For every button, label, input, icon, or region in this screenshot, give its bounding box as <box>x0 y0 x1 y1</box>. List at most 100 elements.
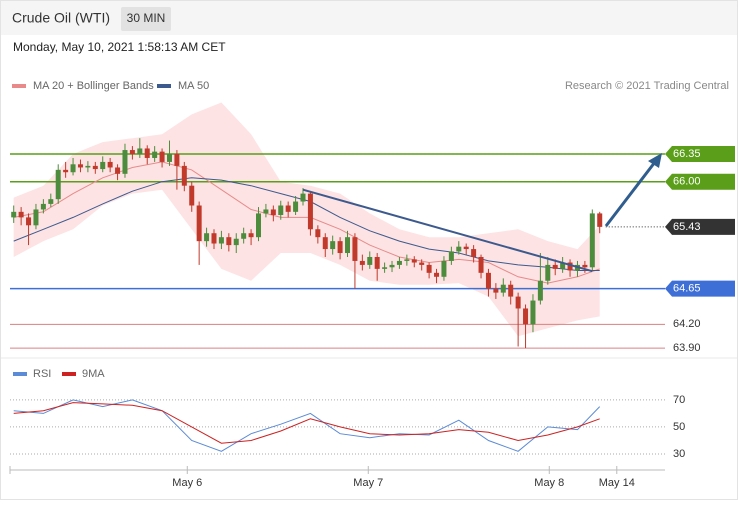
timeframe[interactable]: 30 MIN <box>127 11 166 25</box>
candle-body <box>307 193 313 230</box>
candle-body <box>226 237 232 246</box>
indicator-line <box>13 402 600 444</box>
candle-body <box>330 241 336 250</box>
projection-arrow <box>604 161 657 227</box>
candle-body <box>515 296 521 309</box>
trendline <box>302 188 593 273</box>
credit: Research © 2021 Trading Central <box>565 80 729 92</box>
date: Monday, May 10, 2021 1:58:13 AM CET <box>13 40 226 54</box>
candle-body <box>345 237 351 254</box>
candle-body <box>166 154 172 162</box>
candle-body <box>11 211 17 218</box>
level-tag <box>665 280 735 297</box>
candle-body <box>144 148 150 158</box>
legend-label: MA 50 <box>178 80 209 92</box>
candle-body <box>263 209 269 214</box>
level-label: 66.35 <box>673 148 701 160</box>
level-tag <box>665 173 735 190</box>
header-bar <box>1 1 737 35</box>
candle-body <box>367 256 373 265</box>
candle-body <box>33 209 39 226</box>
candle-body <box>322 237 328 250</box>
legend-swatch <box>13 372 27 376</box>
candle-body <box>337 241 343 254</box>
candle-body <box>77 164 83 168</box>
candle-body <box>315 229 321 238</box>
candle-body <box>300 193 306 202</box>
candle-body <box>255 213 261 238</box>
candle-body <box>174 154 180 166</box>
legend-swatch <box>62 372 76 376</box>
candle-body <box>545 264 551 281</box>
candle-body <box>211 233 217 244</box>
candle-body <box>18 211 24 218</box>
candle-body <box>478 256 484 273</box>
candle-body <box>419 262 425 265</box>
candle-body <box>485 272 491 289</box>
candle-body <box>107 161 113 168</box>
candle-body <box>582 264 588 268</box>
candle-body <box>396 260 402 265</box>
level-label: 64.65 <box>673 283 701 295</box>
candle-body <box>92 165 98 170</box>
x-tick-label: May 7 <box>353 477 383 489</box>
candle-body <box>115 167 121 174</box>
candle-body <box>248 233 254 238</box>
candle-body <box>196 205 202 242</box>
candle-body <box>456 246 462 252</box>
candle-body <box>204 233 210 242</box>
candle-body <box>374 256 380 269</box>
candle-body <box>567 262 573 271</box>
candle-body <box>523 308 529 325</box>
x-tick-label: May 6 <box>172 477 202 489</box>
candle-body <box>530 300 536 325</box>
level-label: 66.00 <box>673 176 701 188</box>
level-tag <box>665 146 735 163</box>
level-label: 64.20 <box>673 318 701 330</box>
candle-body <box>293 201 299 212</box>
candle-body <box>352 237 358 261</box>
candle-body <box>411 259 417 263</box>
y-tick-label: 70 <box>673 394 685 406</box>
candle-body <box>359 260 365 265</box>
candle-body <box>552 264 558 269</box>
candle-body <box>48 199 54 204</box>
candle-body <box>159 151 165 162</box>
legend-swatch <box>12 84 26 88</box>
legend-label: MA 20 + Bollinger Bands <box>33 80 154 92</box>
title: Crude Oil (WTI) <box>12 10 110 26</box>
candle-body <box>85 165 91 168</box>
level-tag <box>665 218 735 235</box>
candle-body <box>152 151 158 158</box>
candle-body <box>434 272 440 277</box>
candle-body <box>181 165 187 186</box>
candle-body <box>241 233 247 239</box>
candle-body <box>448 251 454 261</box>
candle-body <box>122 150 128 174</box>
candle-body <box>441 260 447 277</box>
candle-body <box>404 259 410 261</box>
candle-body <box>389 264 395 268</box>
legend-label: RSI <box>33 368 51 380</box>
candle-body <box>285 205 291 212</box>
candle-body <box>233 238 239 246</box>
candle-body <box>26 217 32 226</box>
y-tick-label: 50 <box>673 421 685 433</box>
candle-body <box>597 213 603 227</box>
projection-arrowhead <box>648 153 662 168</box>
candle-body <box>589 213 595 268</box>
candle-body <box>426 264 432 273</box>
candle-body <box>137 148 143 155</box>
x-tick-label: May 14 <box>599 477 635 489</box>
timeframe-badge[interactable] <box>121 7 171 31</box>
x-tick-label: May 8 <box>534 477 564 489</box>
candle-body <box>63 169 69 173</box>
legend-swatch <box>157 84 171 88</box>
candle-body <box>500 284 506 293</box>
candle-body <box>129 150 135 155</box>
y-tick-label: 30 <box>673 448 685 460</box>
level-label: 63.90 <box>673 342 701 354</box>
candle-body <box>382 267 388 269</box>
